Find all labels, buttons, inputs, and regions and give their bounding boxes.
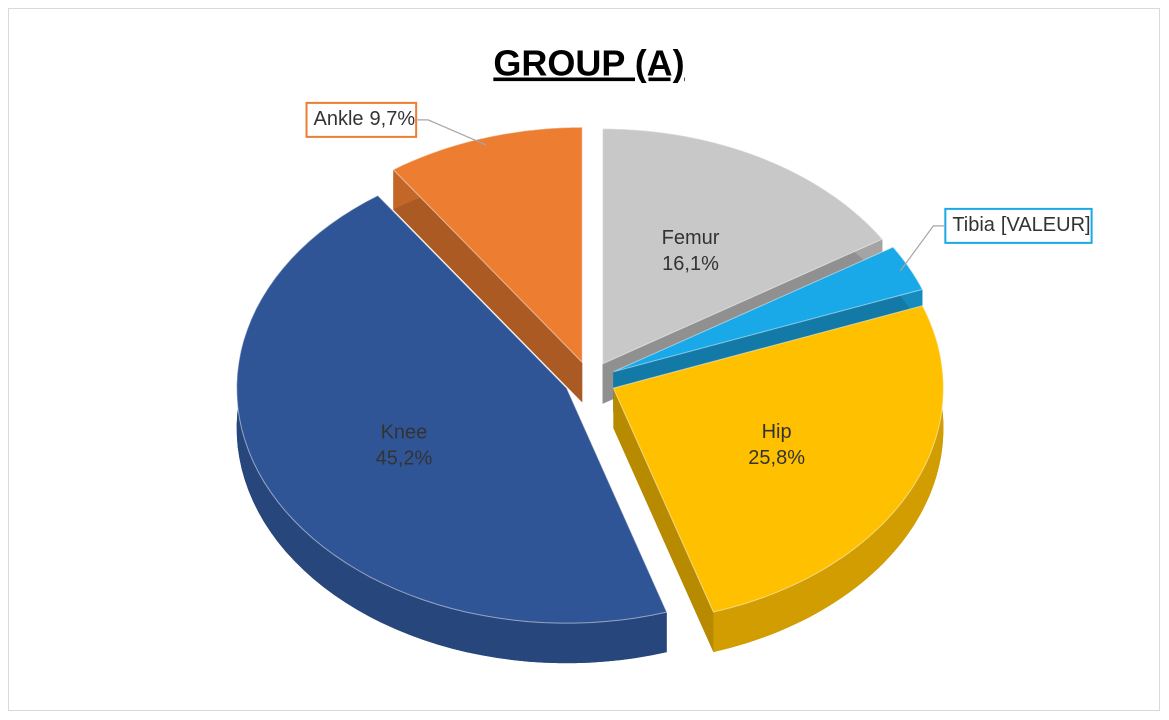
leader-line [899, 225, 946, 272]
slice-category: Femur [662, 227, 720, 249]
slice-value: 45,2% [376, 448, 433, 470]
slice-category: Hip [762, 421, 792, 443]
slice-value: [VALEUR] [1001, 214, 1091, 236]
slice-category: Knee [381, 422, 428, 444]
slice-category: Ankle [314, 108, 364, 130]
slice [613, 246, 924, 373]
slice-wall [613, 388, 714, 652]
callout-box [944, 207, 1093, 244]
callout-label: Tibia [VALEUR] [952, 214, 1090, 236]
callout-label: Ankle 9,7% [314, 108, 416, 130]
slice-value: 25,8% [748, 447, 805, 469]
callout: Ankle 9,7% [305, 101, 418, 138]
pie-tops [236, 126, 944, 624]
callout-box [305, 101, 418, 138]
callout: Tibia [VALEUR] [944, 207, 1093, 244]
slice [602, 128, 884, 365]
slice-wall [393, 169, 583, 403]
slice-value: 9,7% [370, 108, 416, 130]
slice-value: 16,1% [662, 253, 719, 275]
chart-title: GROUP (A) [493, 43, 684, 84]
slice [392, 126, 583, 364]
slice [236, 194, 668, 624]
leader-line [416, 119, 487, 146]
slice-category: Tibia [952, 214, 995, 236]
slice-rim [713, 305, 944, 652]
slice [612, 305, 944, 613]
